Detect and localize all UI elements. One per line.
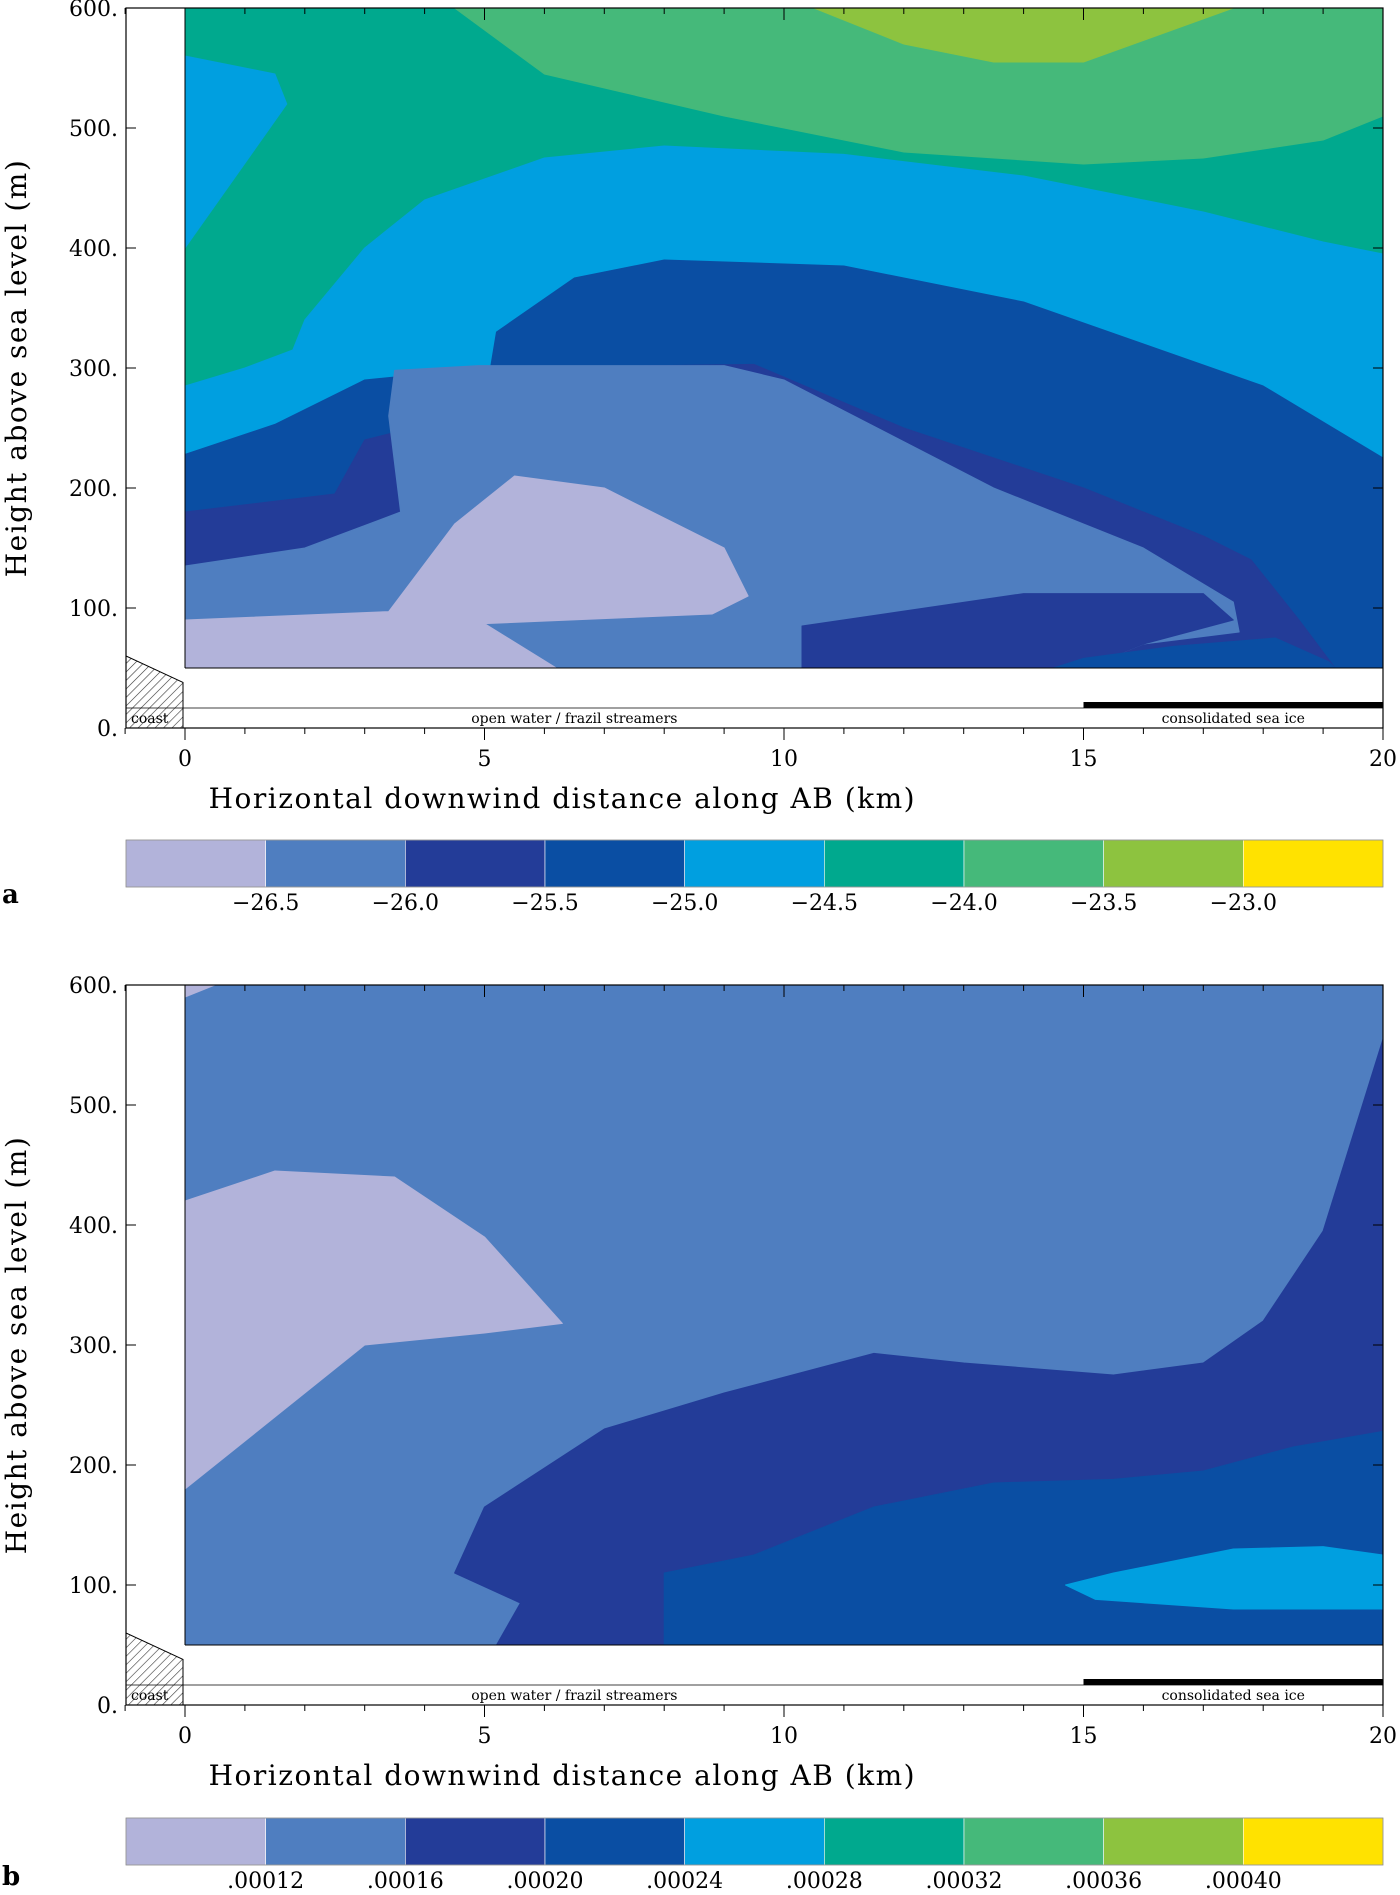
colorbar-swatch [1103, 839, 1244, 888]
contour-region-level-7 [813, 8, 1234, 63]
colorbar-frame [125, 839, 1384, 888]
y-tick-label: 600. [69, 974, 118, 999]
colorbar-swatch [1243, 1817, 1384, 1866]
colorbar-tick-label: .00036 [1065, 1869, 1142, 1894]
colorbar-tick-label: .00016 [367, 1869, 444, 1894]
y-tick-label: 100. [69, 1574, 118, 1599]
colorbar-swatch [405, 1817, 546, 1866]
colorbar-swatch [824, 839, 965, 888]
colorbar-swatch [824, 1817, 965, 1866]
y-tick-label: 300. [69, 357, 118, 382]
y-tick-label: 500. [69, 1094, 118, 1119]
contour-region-level-4 [185, 8, 288, 249]
colorbar-swatch [684, 839, 825, 888]
colorbar-tick-label: .00020 [507, 1869, 584, 1894]
x-axis-title: Horizontal downwind distance along AB (k… [209, 782, 916, 815]
colorbar-tick-label: .00012 [227, 1869, 304, 1894]
colorbar-swatch [405, 839, 546, 888]
x-tick-label: 5 [478, 747, 492, 772]
colorbar-tick-label: −25.0 [651, 891, 718, 916]
x-tick-label: 10 [770, 1724, 798, 1749]
colorbar-tick-label: .00032 [926, 1869, 1003, 1894]
contour-fills [185, 8, 1383, 668]
contour-region-level-6 [454, 8, 1383, 165]
x-tick-label: 20 [1369, 747, 1397, 772]
y-tick-label: 500. [69, 117, 118, 142]
colorbar-swatch [963, 839, 1104, 888]
y-axis-title: Height above sea level (m) [0, 1136, 33, 1555]
colorbar-swatch [684, 1817, 825, 1866]
colorbar-tick-label: .00024 [646, 1869, 723, 1894]
x-tick-label: 0 [178, 1724, 192, 1749]
colorbar-tick-label: .00028 [786, 1869, 863, 1894]
colorbar-tick-label: −26.5 [232, 891, 299, 916]
sea-ice-bar [1083, 1679, 1383, 1685]
colorbar-tick-label: −23.5 [1070, 891, 1137, 916]
colorbar-swatch [265, 839, 406, 888]
open-water-label: open water / frazil streamers [471, 1688, 677, 1704]
colorbar-frame [125, 1817, 1384, 1866]
colorbar-swatch [544, 839, 685, 888]
colorbar-tick-label: .00040 [1205, 1869, 1282, 1894]
x-tick-label: 0 [178, 747, 192, 772]
sea-ice-label: consolidated sea ice [1162, 711, 1305, 727]
coast-label: coast [131, 711, 169, 727]
sea-ice-bar [1083, 702, 1383, 708]
open-water-label: open water / frazil streamers [471, 711, 677, 727]
coast-hatch [125, 1632, 184, 1706]
colorbar-swatch [125, 1817, 266, 1866]
coast-label: coast [131, 1688, 169, 1704]
colorbar-tick-label: −24.5 [791, 891, 858, 916]
contour-fills [185, 985, 1383, 1645]
y-tick-label: 100. [69, 597, 118, 622]
contour-region-level-0 [185, 1170, 563, 1490]
panel-letter: a [2, 880, 19, 910]
coast-hatch [125, 655, 184, 729]
colorbar-tick-label: −24.0 [930, 891, 997, 916]
sea-ice-label: consolidated sea ice [1162, 1688, 1305, 1704]
contour-region-level-0 [185, 985, 216, 998]
colorbar-swatch [1103, 1817, 1244, 1866]
y-tick-label: 300. [69, 1334, 118, 1359]
x-tick-label: 5 [478, 1724, 492, 1749]
y-axis-title: Height above sea level (m) [0, 159, 33, 578]
contour-region-level-0 [185, 475, 749, 668]
x-tick-label: 20 [1369, 1724, 1397, 1749]
x-tick-label: 15 [1070, 747, 1098, 772]
colorbar-tick-label: −26.0 [372, 891, 439, 916]
x-axis-title: Horizontal downwind distance along AB (k… [209, 1759, 916, 1792]
panel-a-temperature-section: coast open water / frazil streamers consol… [0, 0, 1397, 916]
panel-b-humidity-section: coast open water / frazil streamers consol… [0, 974, 1397, 1894]
x-tick-label: 10 [770, 747, 798, 772]
colorbar-swatch [544, 1817, 685, 1866]
colorbar-swatch [1243, 839, 1384, 888]
x-tick-label: 15 [1070, 1724, 1098, 1749]
y-tick-label: 400. [69, 237, 118, 262]
colorbar-swatch [265, 1817, 406, 1866]
contour-region-level-4 [1065, 1546, 1383, 1610]
colorbar-swatch [963, 1817, 1104, 1866]
colorbar-tick-label: −25.5 [511, 891, 578, 916]
contour-region-level-3 [1053, 637, 1336, 668]
y-tick-label: 0. [97, 1694, 118, 1719]
y-tick-label: 400. [69, 1214, 118, 1239]
panel-letter: b [2, 1862, 20, 1892]
colorbar-tick-label: −23.0 [1210, 891, 1277, 916]
y-tick-label: 200. [69, 1454, 118, 1479]
y-tick-label: 0. [97, 717, 118, 742]
y-tick-label: 200. [69, 477, 118, 502]
y-tick-label: 600. [69, 0, 118, 22]
colorbar-swatch [125, 839, 266, 888]
